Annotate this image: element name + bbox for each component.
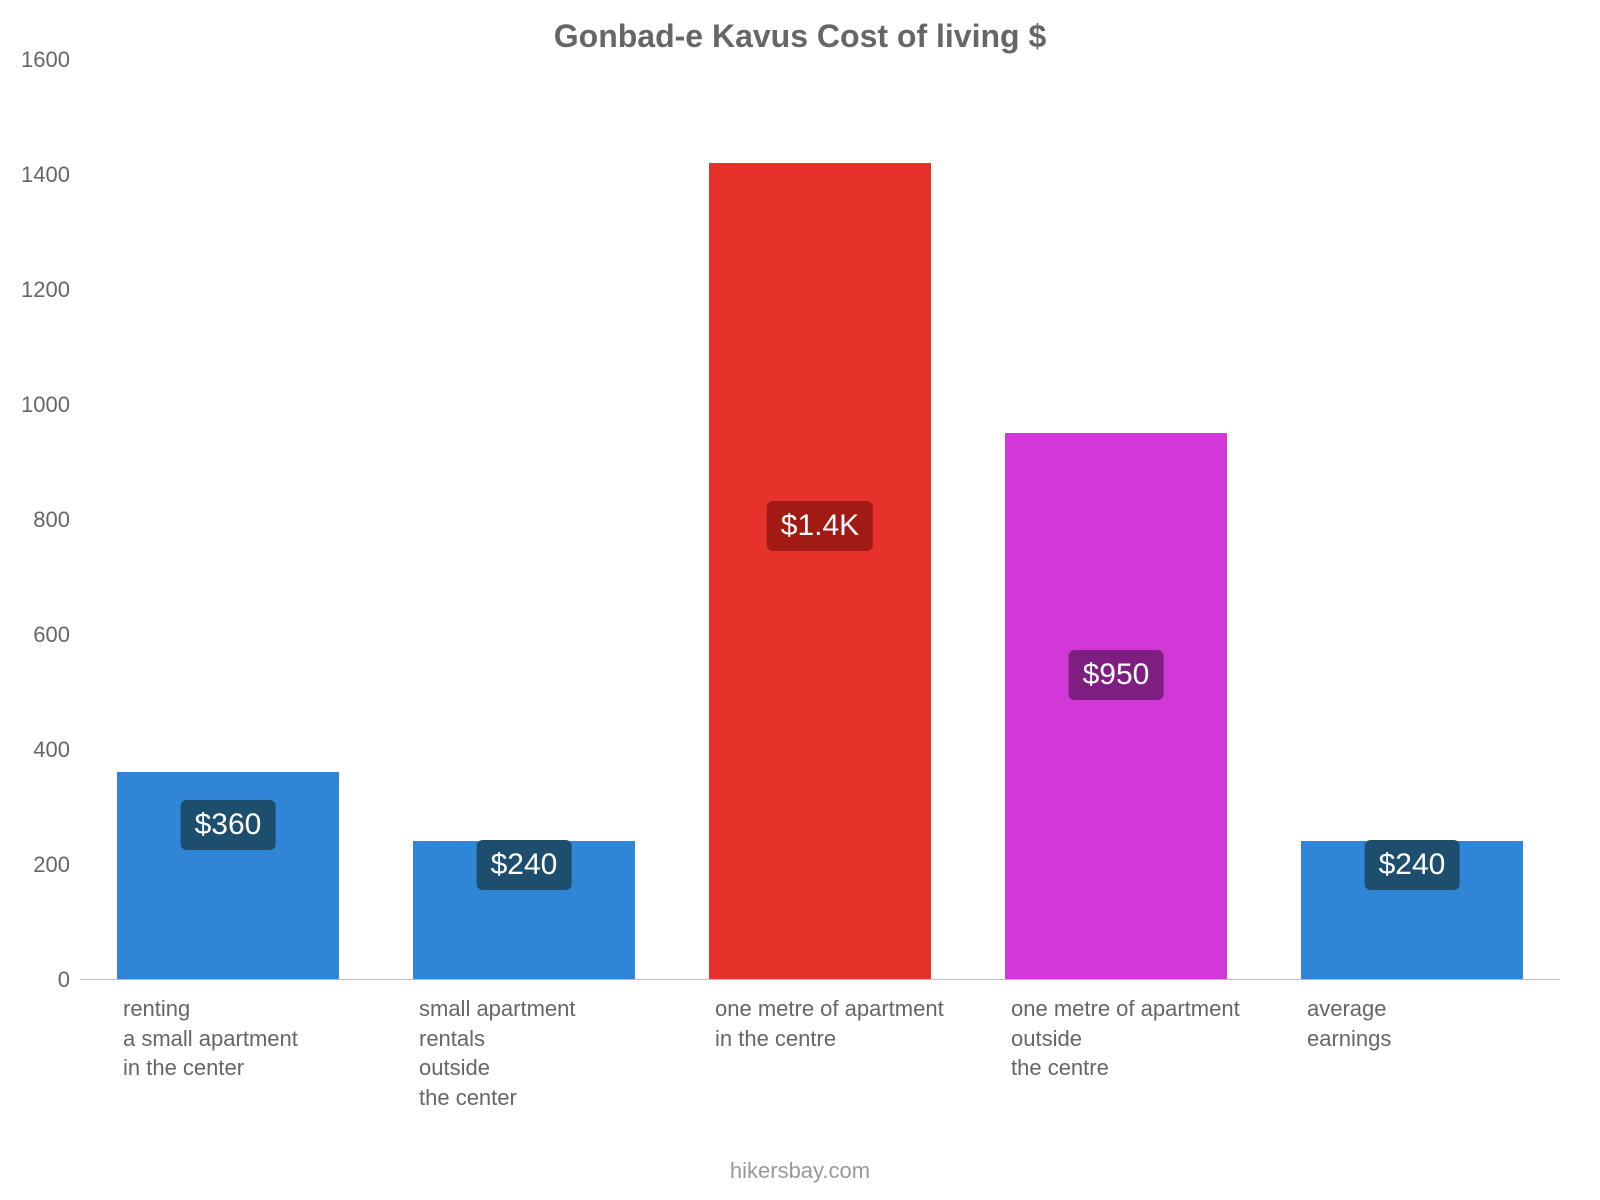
bar-value-label: $240 [477, 840, 572, 890]
y-tick-label: 0 [0, 967, 70, 993]
y-tick-label: 1200 [0, 277, 70, 303]
bar-value-label: $1.4K [767, 501, 873, 551]
y-tick-label: 1600 [0, 47, 70, 73]
y-tick-label: 600 [0, 622, 70, 648]
x-category-label: renting a small apartment in the center [123, 994, 298, 1083]
y-tick-label: 1000 [0, 392, 70, 418]
chart-container: Gonbad-e Kavus Cost of living $ $360 $240… [0, 0, 1600, 1200]
footer-credit: hikersbay.com [0, 1158, 1600, 1184]
x-category-label: average earnings [1307, 994, 1391, 1053]
x-category-label: one metre of apartment outside the centr… [1011, 994, 1240, 1083]
chart-plot-area: $360 $240 $1.4K $950 $240 [80, 60, 1560, 980]
bar [1005, 433, 1227, 979]
y-tick-label: 200 [0, 852, 70, 878]
bar-value-label: $360 [181, 800, 276, 850]
chart-title: Gonbad-e Kavus Cost of living $ [0, 18, 1600, 55]
y-tick-label: 1400 [0, 162, 70, 188]
x-category-label: one metre of apartment in the centre [715, 994, 944, 1053]
x-category-label: small apartment rentals outside the cent… [419, 994, 576, 1113]
bar-value-label: $240 [1365, 840, 1460, 890]
y-tick-label: 800 [0, 507, 70, 533]
bar-value-label: $950 [1069, 650, 1164, 700]
bar [709, 163, 931, 980]
y-tick-label: 400 [0, 737, 70, 763]
